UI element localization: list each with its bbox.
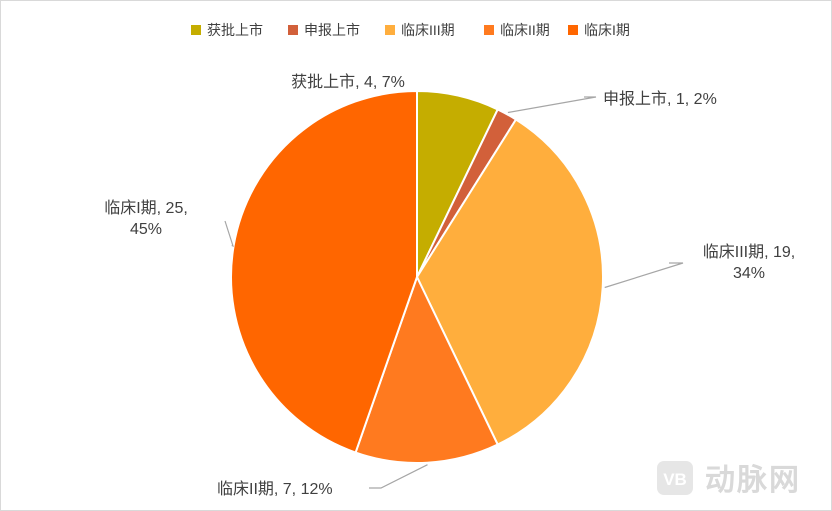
watermark: VB 动脉网 [657,461,801,497]
legend-swatch [191,25,201,35]
pie-slice [415,118,604,446]
vb-logo-icon: VB [657,461,693,495]
legend-swatch [484,25,494,35]
legend-item: 临床III期 [385,22,455,38]
legend-label: 获批上市 [207,22,263,38]
leader-line [369,464,428,489]
legend-label: 临床II期 [500,22,550,38]
pie-slices [230,89,604,464]
leader-line [224,220,234,248]
data-label: 临床II期, 7, 12% [217,480,333,498]
data-labels: 获批上市, 4, 7% 申报上市, 1, 2% 临床III期, 19, 34% 临床II… [104,73,795,498]
legend-item: 临床I期 [568,22,630,38]
legend-swatch [385,25,395,35]
legend-item: 获批上市 [191,22,263,38]
legend-label: 临床III期 [401,22,455,38]
data-label: 申报上市, 1, 2% [603,90,717,108]
legend-swatch [568,25,578,35]
legend-label: 申报上市 [304,22,360,38]
leader-line [507,96,597,114]
legend-swatch [288,25,298,35]
svg-text:VB: VB [663,470,687,489]
data-label: 临床I期, 25, 45% [104,199,188,238]
watermark-text: 动脉网 [705,464,801,497]
legend: 获批上市 申报上市 临床III期 临床II期 临床I期 [191,22,630,38]
data-label: 获批上市, 4, 7% [291,73,405,91]
legend-item: 临床II期 [484,22,550,38]
pie-slice [230,89,418,454]
data-label: 临床III期, 19, 34% [703,243,795,282]
legend-label: 临床I期 [584,22,630,38]
pie-slice [354,274,500,464]
legend-item: 申报上市 [288,22,360,38]
leader-line [604,262,684,289]
